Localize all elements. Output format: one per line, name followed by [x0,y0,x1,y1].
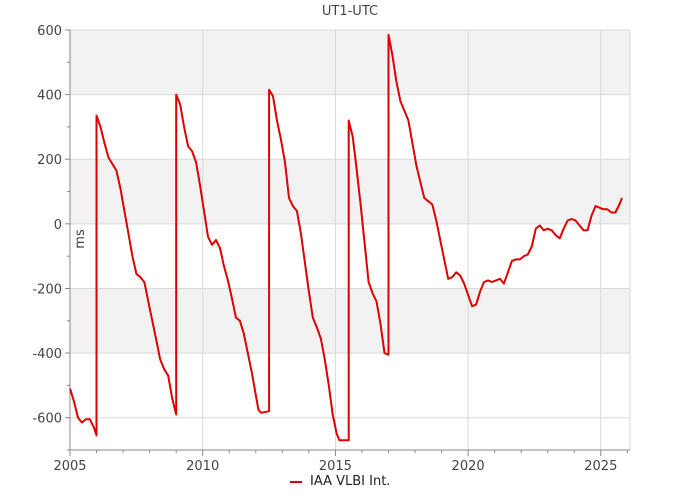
legend[interactable]: IAA VLBI Int. [290,474,390,489]
legend-swatch [290,480,302,483]
y-tick-label: 400 [37,89,62,104]
y-tick-label: 200 [37,153,62,168]
y-tick-label: 600 [37,24,62,39]
plot-area [69,33,623,442]
chart-title: UT1-UTC [322,4,378,19]
y-tick-label: -200 [32,282,62,297]
shaded-band [70,159,630,224]
x-tick-label: 2010 [186,459,219,474]
x-tick-label: 2020 [452,459,485,474]
x-tick-label: 2025 [584,459,617,474]
shaded-bands [70,30,630,354]
y-tick-label: -600 [32,412,62,427]
shaded-band [70,288,630,354]
axes [65,29,631,456]
shaded-band [70,30,630,95]
legend-label: IAA VLBI Int. [310,474,391,489]
tick-labels: -600 -400 -200 0 200 400 600 2005 2010 2015 2020 20… [32,24,617,474]
y-axis-label: ms [73,229,88,249]
gridlines [69,29,630,450]
series-line [69,33,623,442]
y-tick-label: -400 [32,347,62,362]
x-tick-label: 2005 [53,459,86,474]
x-tick-label: 2015 [319,459,352,474]
y-tick-label: 0 [54,218,62,233]
